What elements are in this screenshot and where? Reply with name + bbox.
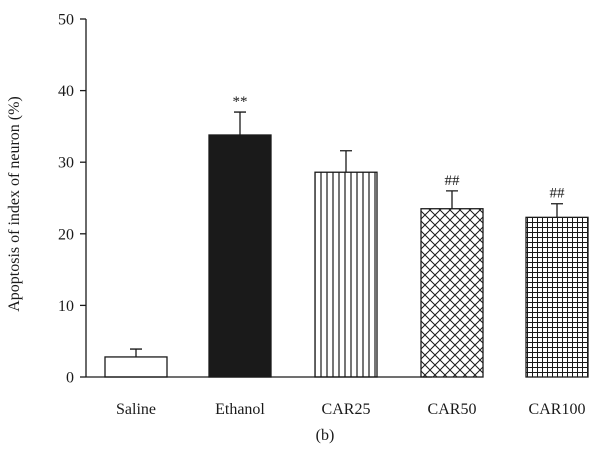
- y-tick-label-20: 20: [58, 226, 74, 243]
- y-tick-label-40: 40: [58, 83, 74, 100]
- error-bar-car25: [340, 150, 352, 173]
- x-tick-label-ethanol: Ethanol: [215, 401, 265, 418]
- x-tick-label-car100: CAR100: [529, 401, 586, 418]
- bars-group: ** ## ##: [104, 94, 589, 378]
- significance-label-car100: ##: [550, 186, 566, 202]
- error-bar-car50: [446, 190, 458, 209]
- panel-label: (b): [316, 427, 335, 444]
- x-tick-label-car50: CAR50: [428, 401, 477, 418]
- y-axis-title: Apoptosis of index of neuron (%): [6, 96, 23, 312]
- bar-car100: [525, 216, 589, 378]
- y-tick-label-0: 0: [66, 370, 74, 387]
- error-bar-saline: [130, 348, 142, 357]
- y-tick-label-30: 30: [58, 155, 74, 172]
- bar-car50: [420, 208, 484, 378]
- y-tick-label-50: 50: [58, 12, 74, 29]
- x-axis: Saline Ethanol CAR25 CAR50 CAR100: [86, 376, 586, 418]
- significance-label-car50: ##: [445, 173, 461, 189]
- y-axis: 0 10 20 30 40 50: [58, 12, 87, 387]
- bar-saline: [104, 356, 168, 378]
- x-tick-label-car25: CAR25: [322, 401, 371, 418]
- x-tick-label-saline: Saline: [116, 401, 156, 418]
- bar-ethanol: [208, 134, 272, 378]
- y-tick-label-10: 10: [58, 298, 74, 315]
- significance-label-ethanol: **: [233, 94, 248, 110]
- error-bar-car100: [551, 203, 563, 218]
- bar-car25: [314, 171, 378, 378]
- error-bar-ethanol: [234, 111, 246, 135]
